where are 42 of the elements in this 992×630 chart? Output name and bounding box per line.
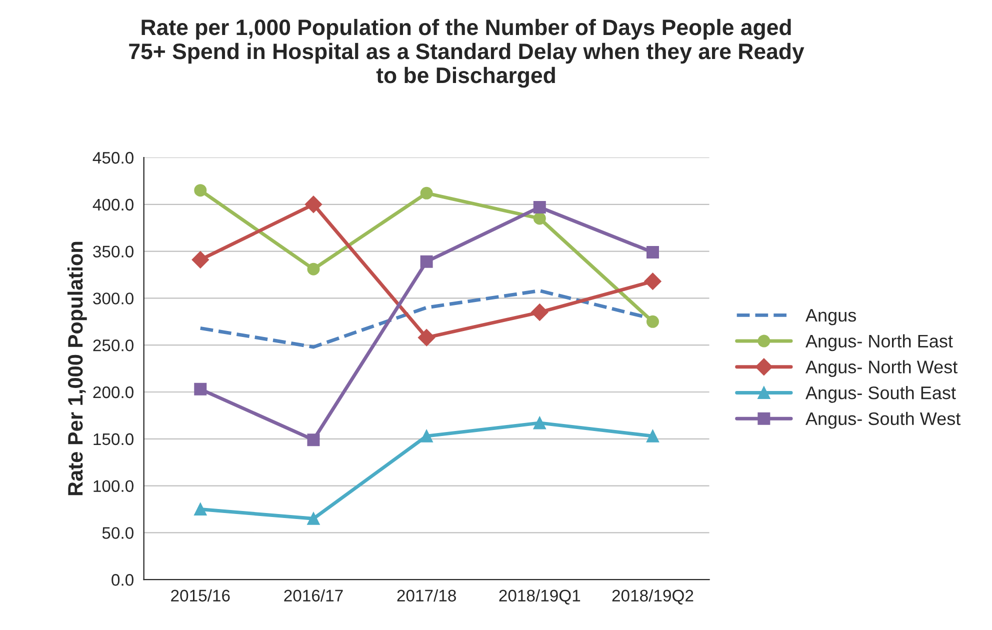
- legend-label: Angus- North East: [805, 334, 953, 352]
- y-tick-label: 350.0: [93, 246, 134, 258]
- point: [420, 430, 433, 442]
- y-tick-label: 300.0: [93, 292, 134, 304]
- x-tick-label: 2016/17: [284, 589, 343, 602]
- y-tick-label: 0.0: [112, 574, 134, 586]
- y-tick-label: 250.0: [93, 340, 134, 352]
- point: [194, 382, 207, 396]
- x-tick-label: 2018/19Q1: [499, 589, 580, 605]
- point: [533, 200, 546, 214]
- y-tick-label: 50.0: [102, 527, 134, 539]
- x-tick-label: 2018/19Q2: [612, 589, 694, 605]
- legend-label: Angus- South East: [805, 386, 956, 403]
- point: [307, 262, 320, 276]
- x-tick-label: 2017/18: [397, 589, 456, 602]
- point: [646, 246, 659, 258]
- chart-title: Rate per 1,000 Population of the Number of Days People aged 75+ Spend in Hospital as a Standard Delay when they are Ready to be Discharged: [129, 18, 804, 88]
- point: [307, 512, 320, 525]
- point: [192, 251, 209, 268]
- y-tick-label: 100.0: [94, 480, 134, 492]
- legend-label: Angus- South West: [805, 412, 961, 429]
- point: [646, 315, 659, 328]
- point: [646, 430, 659, 442]
- legend-label: Angus: [805, 309, 856, 326]
- point: [533, 212, 546, 225]
- point: [420, 255, 433, 268]
- point: [531, 304, 548, 321]
- point: [194, 503, 207, 516]
- y-axis-title: Rate Per 1,000 Population: [67, 242, 87, 496]
- y-tick-label: 150.0: [94, 433, 134, 446]
- point: [644, 272, 662, 290]
- point: [420, 186, 433, 200]
- point: [304, 196, 322, 213]
- point: [194, 184, 207, 197]
- point: [418, 329, 436, 346]
- legend-label: Angus- North West: [805, 360, 958, 377]
- y-tick-label: 450.0: [92, 152, 134, 164]
- point: [533, 416, 546, 430]
- x-tick-label: 2015/16: [171, 589, 230, 602]
- y-tick-label: 200.0: [93, 386, 134, 398]
- y-tick-label: 400.0: [92, 198, 134, 211]
- point: [307, 434, 320, 446]
